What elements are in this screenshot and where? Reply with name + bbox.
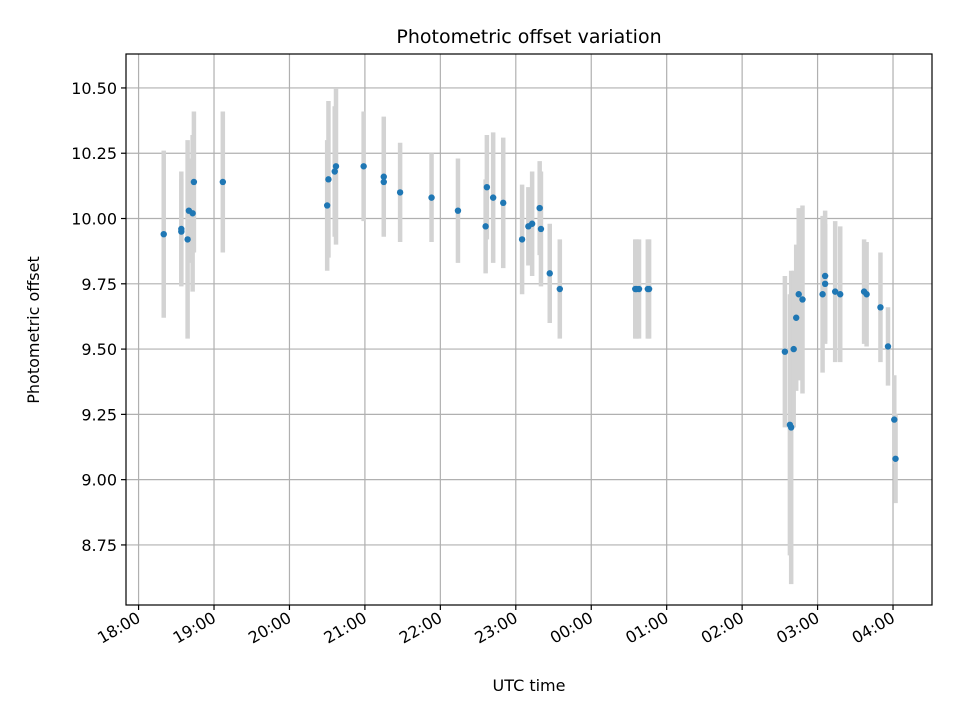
data-point — [837, 291, 844, 298]
data-point — [325, 176, 332, 183]
plot-frame — [125, 53, 933, 606]
data-point — [877, 304, 884, 311]
data-point — [556, 285, 564, 293]
data-point — [482, 223, 489, 230]
data-point — [518, 236, 526, 243]
data-point — [380, 173, 387, 180]
y-tick-label: 9.00 — [81, 471, 117, 490]
data-point — [500, 199, 507, 207]
y-tick-label: 10.00 — [71, 210, 117, 229]
data-point — [884, 343, 892, 350]
data-point — [821, 280, 829, 288]
data-point — [537, 225, 545, 233]
data-point — [795, 291, 802, 298]
data-point — [219, 178, 227, 186]
data-point — [428, 194, 435, 201]
data-point — [790, 345, 797, 353]
data-point — [489, 194, 497, 201]
data-point — [380, 178, 387, 186]
y-tick-label: 9.75 — [81, 275, 117, 294]
data-point — [536, 204, 543, 212]
chart-title: Photometric offset variation — [396, 26, 661, 48]
data-point — [331, 168, 338, 175]
y-tick-label: 8.75 — [81, 536, 117, 555]
data-point — [831, 288, 839, 295]
y-axis-title: Photometric offset — [24, 256, 43, 404]
data-point — [821, 272, 829, 280]
data-point — [863, 291, 870, 298]
data-point — [892, 455, 899, 462]
data-point — [546, 270, 553, 277]
y-tick-label: 10.50 — [71, 79, 117, 98]
data-point — [799, 296, 806, 303]
data-point — [360, 163, 367, 170]
data-point — [645, 285, 653, 293]
y-tick-label: 9.50 — [81, 340, 117, 359]
data-point — [792, 314, 800, 321]
data-point — [819, 291, 826, 298]
data-point — [332, 163, 340, 170]
data-point — [528, 220, 536, 227]
y-tick-label: 9.25 — [81, 405, 117, 424]
y-tick-label: 10.25 — [71, 144, 117, 163]
data-point — [178, 228, 185, 235]
data-point — [483, 183, 491, 191]
data-point — [787, 424, 795, 431]
data-point — [396, 189, 404, 196]
data-point — [891, 416, 898, 423]
data-point — [635, 285, 643, 293]
data-point — [160, 230, 167, 238]
data-point — [189, 210, 196, 217]
data-point — [781, 348, 789, 355]
data-point — [184, 236, 191, 243]
y-axis: 8.75 9.00 9.25 9.50 9.75 10.00 10.25 10.50 — [71, 79, 126, 555]
x-axis-title: UTC time — [493, 676, 566, 695]
data-point — [323, 202, 331, 209]
data-point — [190, 178, 198, 186]
data-points — [160, 163, 899, 462]
data-point — [454, 207, 462, 214]
